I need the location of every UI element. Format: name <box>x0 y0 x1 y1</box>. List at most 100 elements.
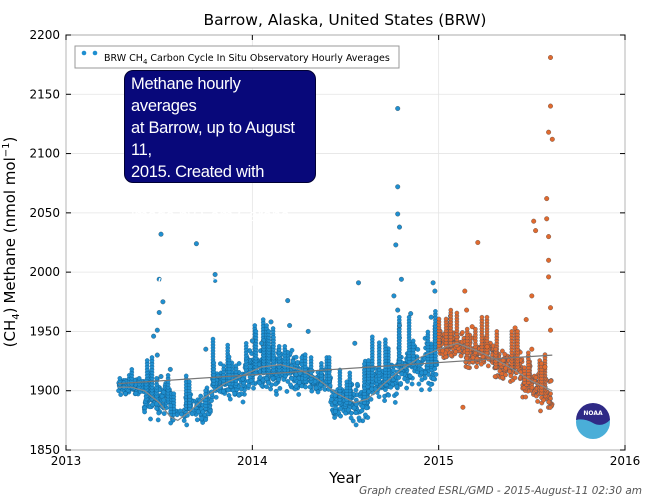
data-point <box>419 387 424 393</box>
data-point-outlier <box>408 311 414 317</box>
data-point <box>538 408 543 414</box>
data-point <box>547 405 553 410</box>
data-point <box>142 409 147 415</box>
data-point <box>199 415 205 421</box>
data-point <box>315 389 321 395</box>
x-tick-label: 2015 <box>423 454 454 468</box>
data-point <box>252 323 258 328</box>
data-point <box>209 398 214 403</box>
data-point <box>546 399 552 405</box>
data-point <box>161 389 166 395</box>
data-point <box>277 385 283 391</box>
data-point <box>161 397 167 403</box>
y-tick-label: 2050 <box>29 206 60 220</box>
data-point <box>156 410 162 416</box>
data-point <box>484 314 490 320</box>
data-point <box>419 377 425 383</box>
data-point <box>404 385 409 391</box>
y-label-mid: ) <box>1 308 19 314</box>
data-point <box>203 417 209 422</box>
data-point-outlier <box>546 234 552 240</box>
data-point <box>274 392 279 397</box>
data-point <box>161 411 167 416</box>
y-tick-label: 2200 <box>29 28 60 42</box>
data-point-outlier <box>395 184 401 190</box>
data-point <box>458 353 464 359</box>
data-point <box>396 375 402 380</box>
data-point-outlier <box>212 277 218 283</box>
data-point <box>296 392 302 397</box>
data-point-outlier <box>397 323 402 328</box>
data-point <box>500 375 505 380</box>
data-point-outlier <box>154 352 160 358</box>
x-tick-label: 2016 <box>610 454 641 468</box>
data-point <box>535 399 540 404</box>
data-point-outlier <box>546 274 552 280</box>
data-point <box>149 355 155 360</box>
data-point <box>260 317 266 322</box>
data-point-outlier <box>533 228 539 234</box>
data-point-outlier <box>397 224 402 230</box>
data-point-outlier <box>548 327 553 333</box>
data-point <box>366 358 371 363</box>
data-point-outlier <box>203 346 209 352</box>
data-point <box>355 381 360 387</box>
data-point <box>187 379 192 385</box>
data-point <box>144 358 150 363</box>
data-point <box>464 326 470 332</box>
data-point <box>409 381 415 387</box>
data-point <box>289 347 295 353</box>
data-point <box>383 387 388 393</box>
data-point <box>266 380 271 385</box>
data-point-outlier <box>529 346 535 352</box>
data-point-outlier <box>548 103 553 109</box>
data-point-outlier <box>268 319 274 325</box>
data-point <box>338 413 343 419</box>
data-point <box>233 363 239 369</box>
data-point <box>427 387 433 392</box>
data-point-outlier <box>475 240 481 245</box>
data-point <box>443 316 449 322</box>
data-point <box>332 393 338 398</box>
legend-label-suffix: Carbon Cycle In Situ Observatory Hourly … <box>147 53 389 64</box>
data-point <box>129 367 135 372</box>
data-point <box>398 381 404 386</box>
data-point <box>362 361 367 367</box>
data-point <box>332 400 338 405</box>
data-point-outlier <box>542 364 548 370</box>
data-point <box>142 405 148 411</box>
data-point-outlier <box>305 328 311 334</box>
data-point <box>309 388 315 394</box>
data-point-outlier <box>151 333 157 339</box>
data-point <box>433 309 438 314</box>
data-point <box>308 355 314 360</box>
data-point <box>347 370 353 376</box>
data-point <box>273 381 278 387</box>
x-tick-label: 2014 <box>237 454 268 468</box>
data-point <box>268 386 273 392</box>
data-point-outlier <box>287 323 293 328</box>
y-label-sub: 4 <box>11 313 22 319</box>
legend-marker-dot <box>92 50 98 56</box>
data-point <box>203 388 208 393</box>
data-point <box>118 392 124 397</box>
trend-layer <box>118 342 553 422</box>
data-point <box>415 347 421 352</box>
y-label-end: ) <box>1 137 19 143</box>
data-point <box>344 379 350 385</box>
data-point <box>433 372 439 377</box>
data-point-outlier <box>549 136 555 142</box>
data-point <box>508 373 514 379</box>
data-point <box>382 398 387 403</box>
y-tick-label: 1900 <box>29 384 60 398</box>
data-point-outlier <box>544 216 550 222</box>
data-point <box>253 329 259 334</box>
data-point-outlier <box>160 299 166 305</box>
data-point <box>200 409 206 415</box>
data-point <box>313 385 319 391</box>
data-point <box>428 382 434 387</box>
data-point-outlier <box>193 241 199 247</box>
data-point <box>464 355 470 361</box>
data-point <box>123 391 128 396</box>
data-point <box>289 376 295 381</box>
